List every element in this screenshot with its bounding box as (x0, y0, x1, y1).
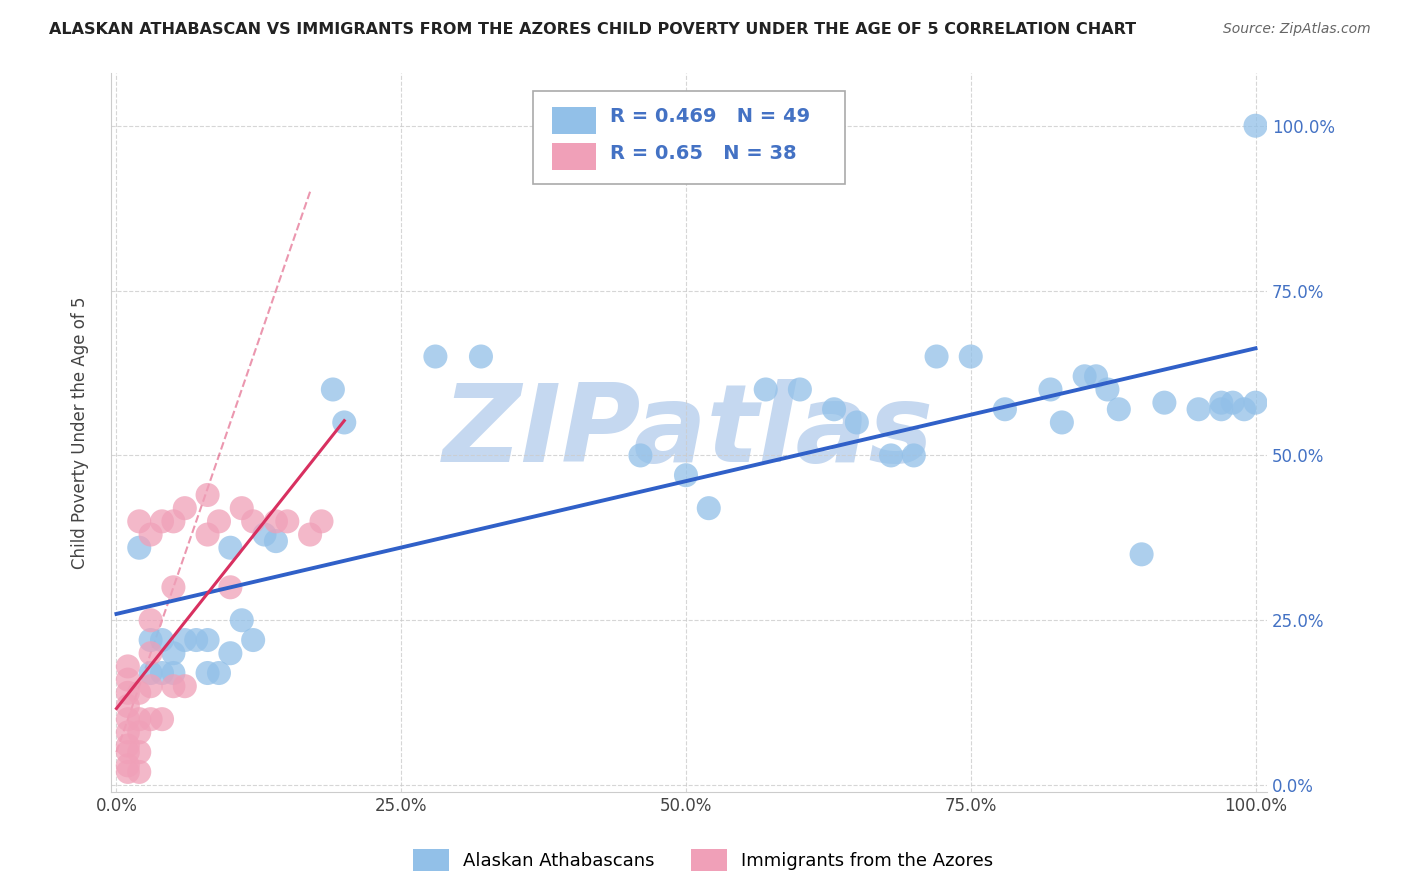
Point (276, 514, 298, 528)
Point (253, 527, 276, 541)
Point (1244, 395, 1267, 409)
Point (150, 633, 173, 648)
Point (755, 383, 778, 397)
Point (208, 665, 231, 680)
Point (959, 350, 981, 364)
Bar (553, 143, 596, 170)
Point (789, 383, 811, 397)
Point (1130, 547, 1153, 561)
FancyBboxPatch shape (533, 91, 845, 185)
Point (139, 527, 162, 541)
Point (242, 514, 264, 528)
Point (219, 646, 242, 660)
Point (173, 633, 195, 648)
Point (139, 633, 162, 648)
Point (299, 527, 322, 541)
Point (117, 725, 139, 739)
Point (823, 402, 845, 417)
Point (128, 745, 150, 759)
Text: R = 0.469   N = 49: R = 0.469 N = 49 (610, 107, 810, 126)
Point (1108, 402, 1130, 417)
Point (186, 633, 208, 648)
Point (1073, 369, 1095, 384)
Point (1039, 383, 1062, 397)
Point (150, 665, 173, 680)
Point (1097, 383, 1119, 397)
Point (1244, 119, 1267, 133)
Point (675, 468, 697, 483)
Bar (553, 107, 596, 134)
Point (925, 350, 948, 364)
Text: ZIPatlas: ZIPatlas (443, 379, 935, 485)
Point (117, 764, 139, 779)
Point (470, 350, 492, 364)
Point (1187, 402, 1209, 417)
Point (242, 633, 264, 648)
Point (197, 633, 219, 648)
Point (425, 350, 447, 364)
Point (231, 613, 253, 627)
Point (197, 665, 219, 680)
Text: ALASKAN ATHABASCAN VS IMMIGRANTS FROM THE AZORES CHILD POVERTY UNDER THE AGE OF : ALASKAN ATHABASCAN VS IMMIGRANTS FROM TH… (49, 22, 1136, 37)
Point (697, 501, 720, 516)
Point (128, 764, 150, 779)
Point (128, 725, 150, 739)
Point (117, 739, 139, 753)
Point (1085, 369, 1108, 384)
Point (117, 673, 139, 687)
Legend: Alaskan Athabascans, Immigrants from the Azores: Alaskan Athabascans, Immigrants from the… (405, 842, 1001, 879)
Point (117, 659, 139, 673)
Point (219, 541, 242, 555)
Point (880, 449, 903, 463)
Point (1153, 395, 1175, 409)
Point (197, 488, 219, 502)
Point (219, 580, 242, 594)
Point (150, 712, 173, 726)
Point (208, 514, 231, 528)
Y-axis label: Child Poverty Under the Age of 5: Child Poverty Under the Age of 5 (72, 296, 89, 568)
Point (117, 712, 139, 726)
Point (628, 449, 651, 463)
Point (162, 679, 184, 693)
Text: Source: ZipAtlas.com: Source: ZipAtlas.com (1223, 22, 1371, 37)
Point (333, 416, 356, 430)
Point (845, 416, 868, 430)
Point (1222, 395, 1244, 409)
Text: R = 0.65   N = 38: R = 0.65 N = 38 (610, 144, 797, 163)
Point (139, 646, 162, 660)
Point (150, 514, 173, 528)
Point (162, 665, 184, 680)
Point (1233, 402, 1256, 417)
Point (1050, 416, 1073, 430)
Point (162, 514, 184, 528)
Point (173, 501, 195, 516)
Point (162, 646, 184, 660)
Point (1211, 395, 1233, 409)
Point (128, 541, 150, 555)
Point (139, 613, 162, 627)
Point (139, 712, 162, 726)
Point (162, 580, 184, 594)
Point (117, 686, 139, 700)
Point (128, 514, 150, 528)
Point (903, 449, 925, 463)
Point (128, 686, 150, 700)
Point (117, 758, 139, 772)
Point (264, 514, 287, 528)
Point (117, 745, 139, 759)
Point (139, 665, 162, 680)
Point (117, 698, 139, 713)
Point (231, 501, 253, 516)
Point (994, 402, 1017, 417)
Point (173, 679, 195, 693)
Point (322, 383, 344, 397)
Point (128, 712, 150, 726)
Point (1211, 402, 1233, 417)
Point (197, 527, 219, 541)
Point (139, 679, 162, 693)
Point (264, 534, 287, 549)
Point (311, 514, 333, 528)
